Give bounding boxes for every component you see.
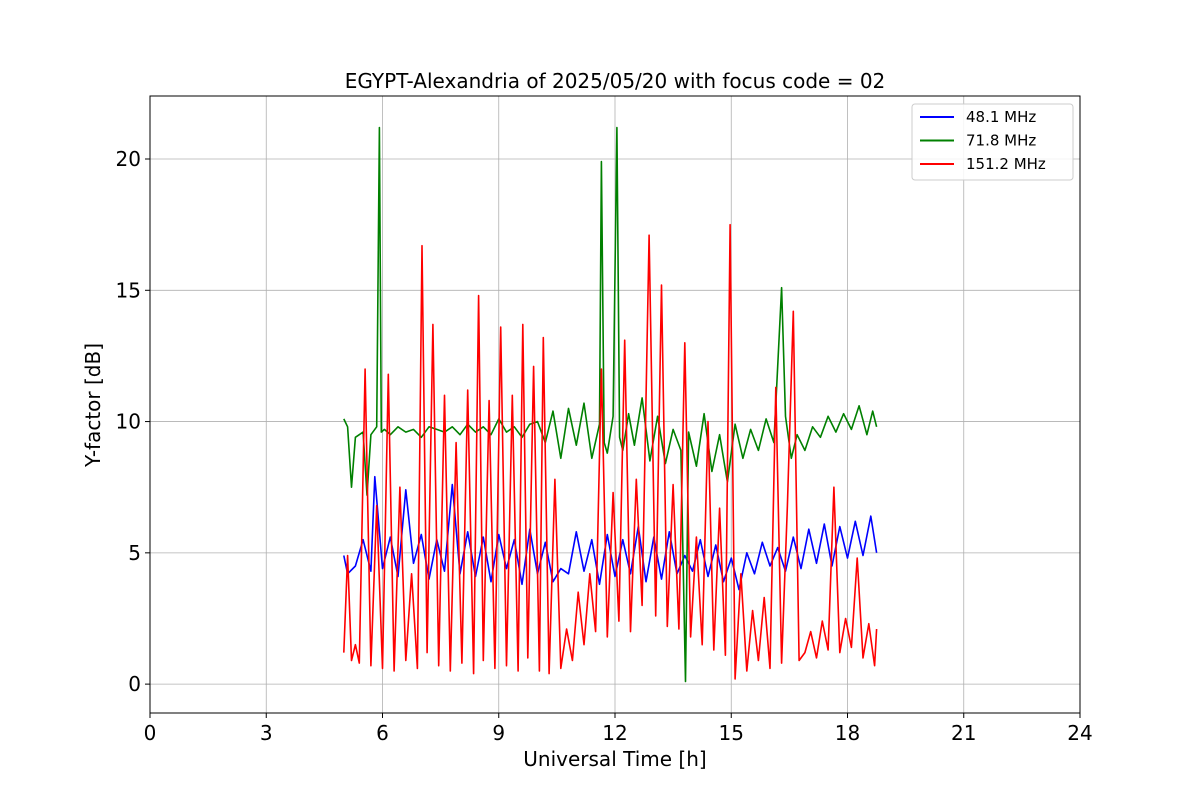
series-line-2: [343, 223, 878, 680]
x-axis-label: Universal Time [h]: [523, 747, 706, 771]
y-tick-label: 10: [116, 410, 141, 434]
series-line-1: [343, 126, 878, 683]
y-tick-label: 15: [116, 278, 141, 302]
x-tick-label: 9: [492, 721, 505, 745]
x-tick-label: 18: [835, 721, 860, 745]
x-tick-label: 6: [376, 721, 389, 745]
x-tick-label: 24: [1067, 721, 1092, 745]
x-tick-label: 21: [951, 721, 976, 745]
x-tick-label: 15: [719, 721, 744, 745]
plot-area: [343, 126, 878, 683]
legend-box: [911, 103, 1074, 181]
y-axis-label: Y-factor [dB]: [81, 343, 105, 468]
y-tick-label: 20: [116, 147, 141, 171]
chart-title: EGYPT-Alexandria of 2025/05/20 with focu…: [345, 69, 886, 93]
x-tick-label: 12: [602, 721, 627, 745]
grid-lines: [149, 96, 1081, 713]
axis-ticks: 0 3 6 9 12 15 18 21 24 0 5 10 15 20: [116, 147, 1093, 745]
y-tick-label: 0: [128, 672, 141, 696]
legend: 48.1 MHz 71.8 MHz 151.2 MHz: [911, 103, 1074, 181]
legend-label-2: 151.2 MHz: [966, 155, 1046, 173]
y-tick-label: 5: [128, 541, 141, 565]
legend-label-1: 71.8 MHz: [966, 132, 1036, 150]
legend-label-0: 48.1 MHz: [966, 108, 1036, 126]
x-tick-label: 0: [144, 721, 157, 745]
x-tick-label: 3: [260, 721, 273, 745]
